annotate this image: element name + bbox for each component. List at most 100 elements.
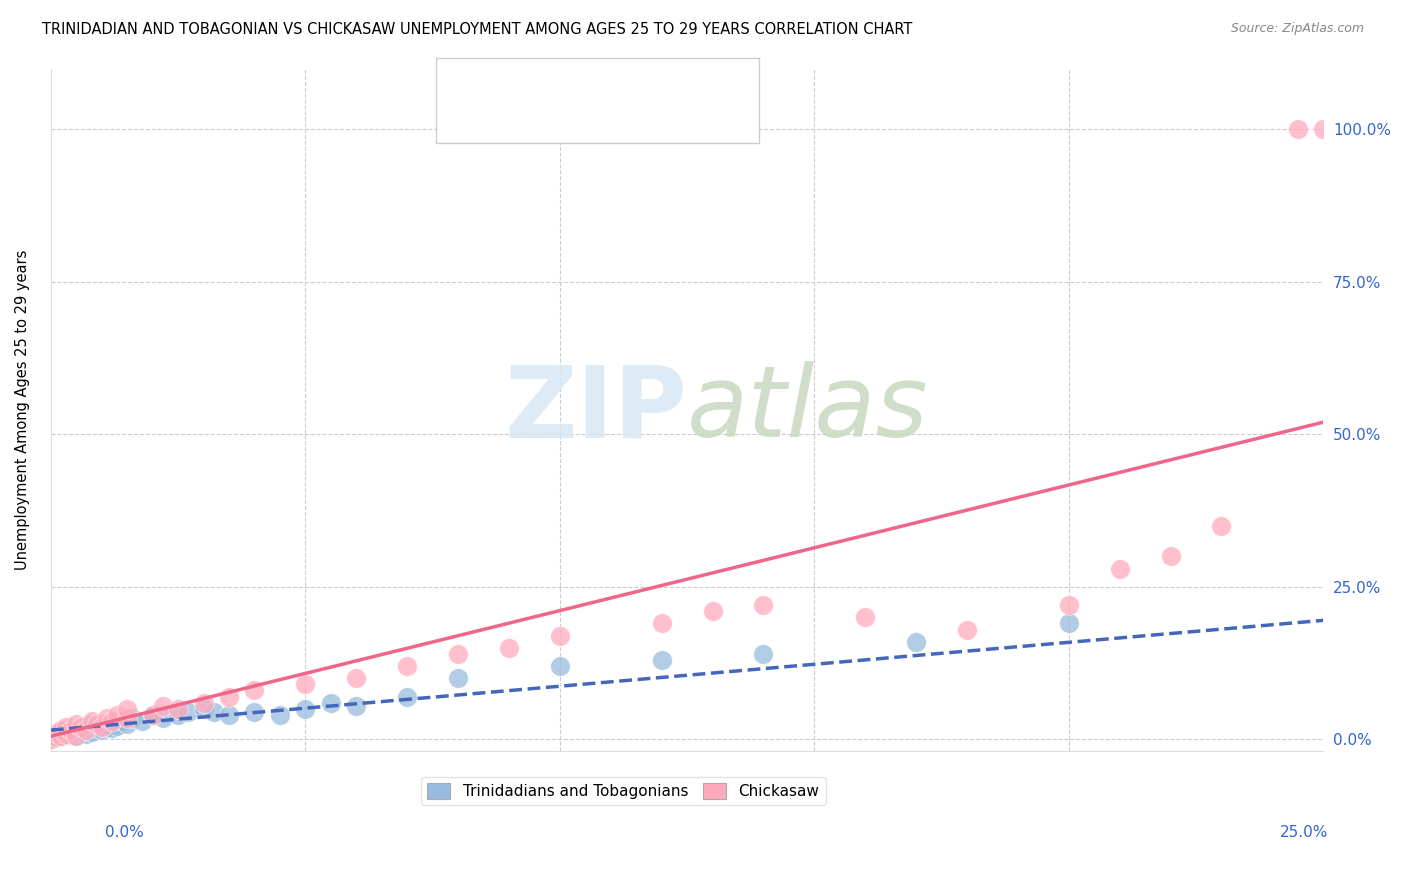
- Point: [60, 723, 83, 738]
- Point: [65, 725, 87, 739]
- Point: [39, 729, 62, 743]
- Point: [1108, 561, 1130, 575]
- Point: [115, 717, 138, 731]
- Text: Source: ZipAtlas.com: Source: ZipAtlas.com: [1230, 22, 1364, 36]
- Point: [49, 729, 72, 743]
- Point: [152, 711, 174, 725]
- Point: [90, 720, 112, 734]
- Point: [447, 647, 470, 661]
- Point: [498, 640, 520, 655]
- Point: [115, 711, 138, 725]
- Point: [344, 671, 367, 685]
- Point: [75, 723, 97, 738]
- Point: [96, 711, 118, 725]
- Point: [86, 721, 108, 735]
- Point: [548, 659, 571, 673]
- Point: [193, 696, 215, 710]
- Text: R = 0.190   N = 47: R = 0.190 N = 47: [489, 78, 634, 93]
- Point: [319, 696, 342, 710]
- Point: [45, 731, 67, 745]
- Point: [75, 720, 97, 734]
- Point: [752, 598, 775, 612]
- Point: [55, 723, 77, 738]
- Point: [49, 729, 72, 743]
- Point: [75, 727, 97, 741]
- Point: [65, 717, 87, 731]
- Point: [167, 702, 190, 716]
- Text: atlas: atlas: [688, 361, 929, 458]
- Point: [167, 707, 190, 722]
- Point: [344, 698, 367, 713]
- Point: [1211, 519, 1233, 533]
- Text: TRINIDADIAN AND TOBAGONIAN VS CHICKASAW UNEMPLOYMENT AMONG AGES 25 TO 29 YEARS C: TRINIDADIAN AND TOBAGONIAN VS CHICKASAW …: [42, 22, 912, 37]
- Point: [39, 732, 62, 747]
- Point: [49, 723, 72, 738]
- Point: [131, 714, 153, 728]
- Point: [218, 707, 240, 722]
- Point: [80, 717, 103, 731]
- Point: [1160, 549, 1182, 564]
- Point: [70, 720, 93, 734]
- Point: [70, 723, 93, 738]
- Point: [447, 671, 470, 685]
- Point: [396, 659, 419, 673]
- Point: [96, 720, 118, 734]
- Point: [177, 705, 200, 719]
- Point: [39, 732, 62, 747]
- Point: [152, 698, 174, 713]
- Point: [853, 610, 876, 624]
- Point: [55, 727, 77, 741]
- Text: 25.0%: 25.0%: [1281, 825, 1329, 840]
- Point: [65, 729, 87, 743]
- Point: [65, 729, 87, 743]
- Point: [548, 629, 571, 643]
- Point: [80, 725, 103, 739]
- Point: [269, 707, 291, 722]
- Point: [1057, 598, 1080, 612]
- Point: [294, 677, 316, 691]
- Point: [65, 721, 87, 735]
- Point: [101, 714, 124, 728]
- Point: [243, 705, 266, 719]
- Point: [55, 720, 77, 734]
- Point: [115, 702, 138, 716]
- Legend: Trinidadians and Tobagonians, Chickasaw: Trinidadians and Tobagonians, Chickasaw: [422, 777, 825, 805]
- Point: [55, 728, 77, 742]
- Y-axis label: Unemployment Among Ages 25 to 29 years: Unemployment Among Ages 25 to 29 years: [15, 250, 30, 570]
- Point: [86, 717, 108, 731]
- Point: [905, 634, 928, 648]
- Point: [396, 690, 419, 704]
- Point: [90, 717, 112, 731]
- Point: [105, 707, 128, 722]
- Point: [1312, 122, 1334, 136]
- Text: 0.0%: 0.0%: [105, 825, 145, 840]
- Text: ZIP: ZIP: [505, 361, 688, 458]
- Point: [142, 707, 165, 722]
- Point: [80, 714, 103, 728]
- Text: R = 0.601   N = 46: R = 0.601 N = 46: [489, 110, 634, 124]
- Point: [49, 725, 72, 739]
- Point: [243, 683, 266, 698]
- Point: [702, 604, 724, 618]
- Point: [60, 726, 83, 740]
- Point: [193, 702, 215, 716]
- Point: [105, 719, 128, 733]
- Point: [202, 705, 225, 719]
- Point: [1286, 122, 1309, 136]
- Point: [956, 623, 979, 637]
- Point: [651, 653, 673, 667]
- Point: [101, 721, 124, 735]
- Point: [90, 723, 112, 738]
- Point: [45, 731, 67, 745]
- Point: [45, 726, 67, 740]
- Point: [1057, 616, 1080, 631]
- Point: [121, 711, 143, 725]
- Point: [142, 707, 165, 722]
- Point: [45, 727, 67, 741]
- Point: [294, 702, 316, 716]
- Point: [60, 720, 83, 734]
- Point: [218, 690, 240, 704]
- Point: [651, 616, 673, 631]
- Point: [111, 714, 134, 728]
- Point: [101, 715, 124, 730]
